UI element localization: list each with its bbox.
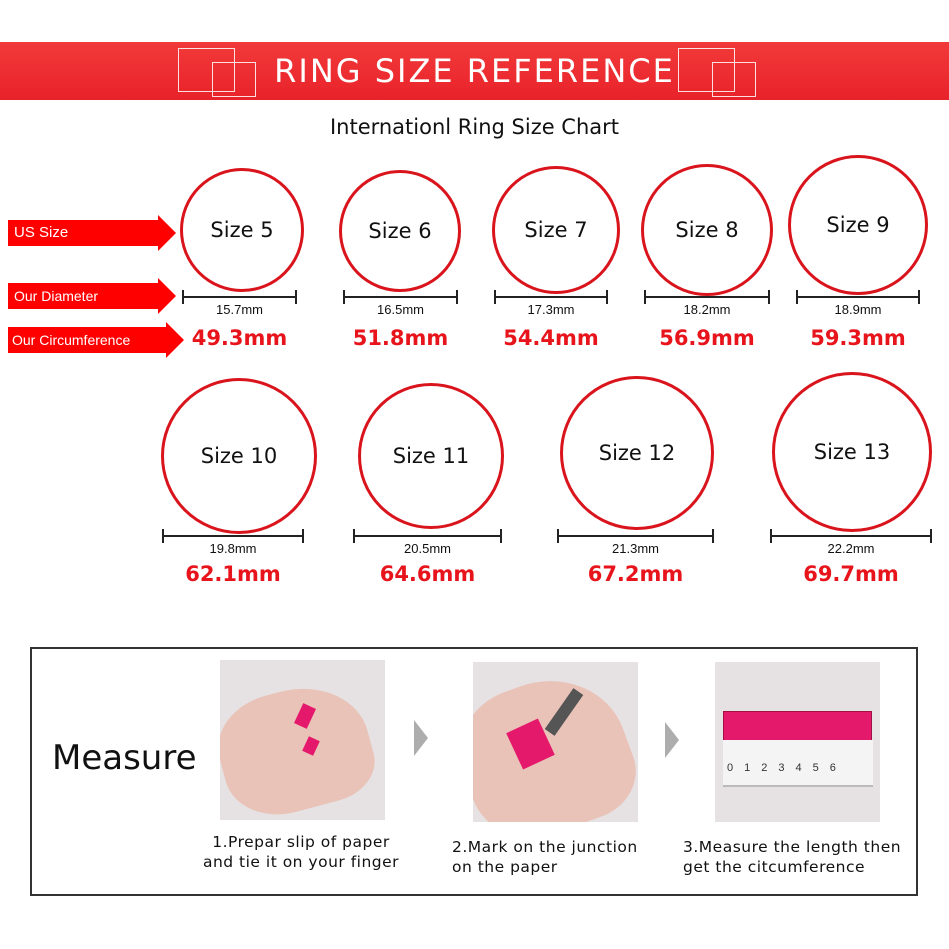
circumference-label: Our Circumference <box>8 322 184 358</box>
diameter-bar <box>770 529 932 543</box>
circumference-value: 64.6mm <box>379 562 476 586</box>
us-size-label: US Size <box>8 215 176 251</box>
diameter-value: 18.9mm <box>834 302 882 317</box>
diameter-bar <box>494 290 608 304</box>
decor-square <box>178 48 235 92</box>
arrow-icon <box>414 720 428 756</box>
ring-circle: Size 13 <box>772 372 932 532</box>
ruler-tick: 4 <box>795 762 802 774</box>
ring-circle: Size 12 <box>560 376 714 530</box>
diameter-value: 16.5mm <box>377 302 424 317</box>
diameter-value: 20.5mm <box>404 541 451 556</box>
step2-text: 2.Mark on the junction on the paper <box>452 838 638 876</box>
circumference-value: 67.2mm <box>587 562 684 586</box>
step1-text: 1.Prepar slip of paper and tie it on your… <box>202 833 400 871</box>
ring-circle: Size 10 <box>161 378 317 534</box>
decor-square <box>678 48 735 92</box>
diameter-bar <box>343 290 458 304</box>
header-banner: RING SIZE REFERENCE <box>0 42 949 100</box>
measure-panel <box>30 647 918 896</box>
circumference-value: 49.3mm <box>191 326 288 350</box>
diameter-bar <box>557 529 714 543</box>
diameter-value: 18.2mm <box>683 302 731 317</box>
ruler-tick: 1 <box>744 762 751 774</box>
circumference-value: 62.1mm <box>185 562 281 586</box>
ring-circle: Size 5 <box>180 168 304 292</box>
ring-circle: Size 6 <box>339 170 461 292</box>
diameter-label: Our Diameter <box>8 278 176 314</box>
ring-circle: Size 8 <box>641 164 773 296</box>
ruler-tick: 2 <box>761 762 768 774</box>
page-title: RING SIZE REFERENCE <box>274 52 675 90</box>
diameter-bar <box>182 290 297 304</box>
diameter-value: 21.3mm <box>612 541 659 556</box>
ruler-tick: 5 <box>812 762 819 774</box>
step3-text: 3.Measure the length then get the citcumf… <box>683 838 902 876</box>
circumference-value: 59.3mm <box>810 326 906 350</box>
decor-square <box>712 62 756 97</box>
diameter-value: 17.3mm <box>527 302 575 317</box>
diameter-bar <box>162 529 304 543</box>
diameter-value: 19.8mm <box>209 541 257 556</box>
decor-square <box>212 62 256 97</box>
circumference-value: 54.4mm <box>503 326 599 350</box>
circumference-value: 56.9mm <box>659 326 755 350</box>
circumference-value: 69.7mm <box>803 562 899 586</box>
chart-subtitle: Internationl Ring Size Chart <box>329 115 620 139</box>
ring-circle: Size 7 <box>492 166 620 294</box>
step1-photo <box>220 660 385 820</box>
diameter-value: 22.2mm <box>827 541 875 556</box>
circumference-value: 51.8mm <box>352 326 449 350</box>
ring-circle: Size 9 <box>788 155 928 295</box>
arrow-icon <box>665 722 679 758</box>
ruler-tick: 3 <box>778 762 785 774</box>
diameter-bar <box>353 529 502 543</box>
ring-circle: Size 11 <box>358 383 504 529</box>
diameter-bar <box>796 290 920 304</box>
diameter-value: 15.7mm <box>216 302 263 317</box>
diameter-bar <box>644 290 770 304</box>
measure-title: Measure <box>52 738 197 778</box>
ruler-tick: 0 <box>727 762 734 774</box>
ruler-tick: 6 <box>829 762 836 774</box>
step2-photo <box>473 662 638 822</box>
